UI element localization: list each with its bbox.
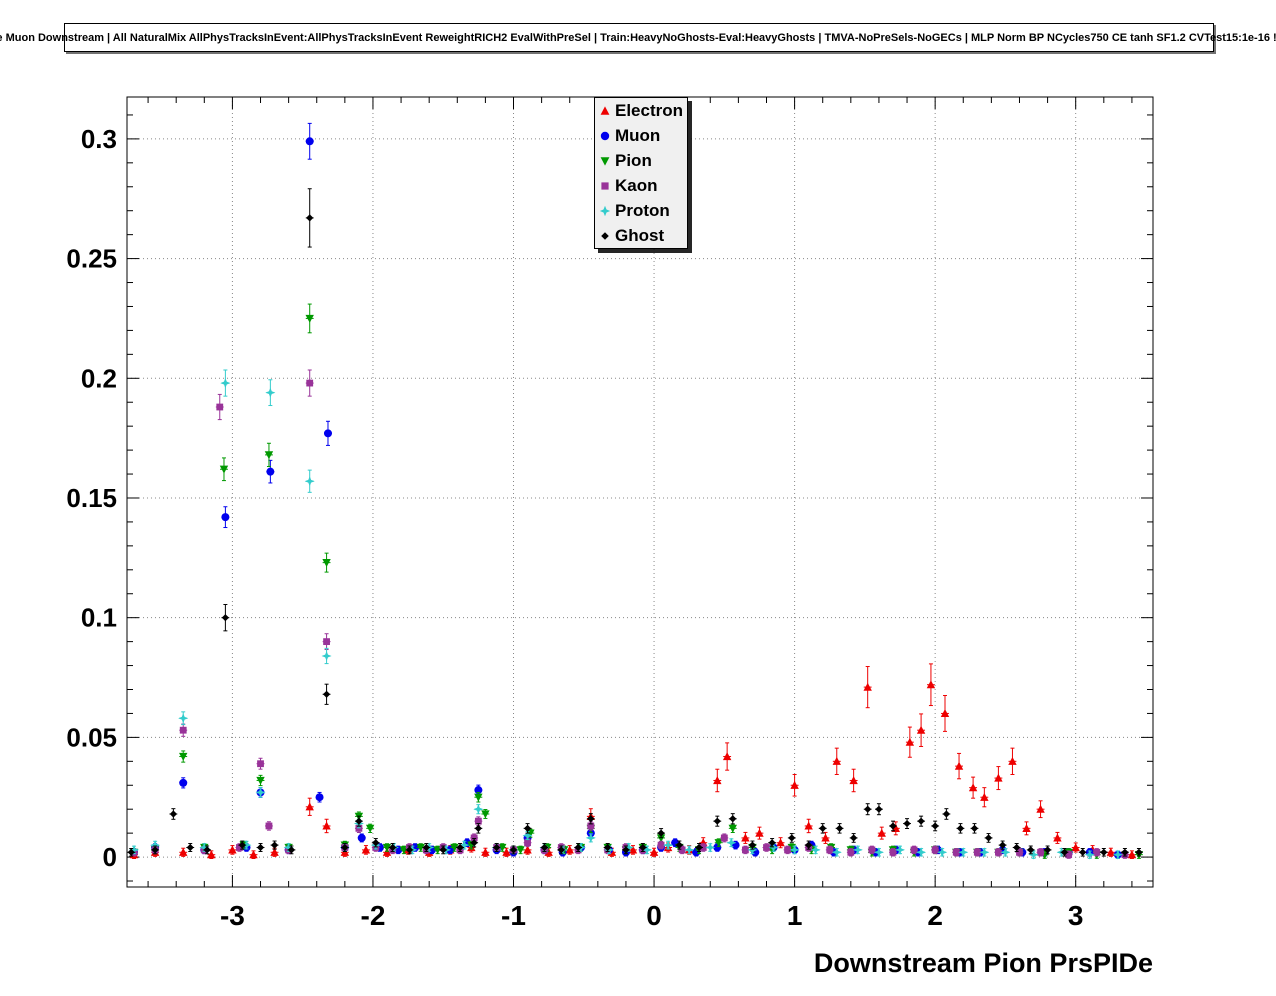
series-pion xyxy=(129,303,1144,860)
series-ghost xyxy=(127,188,1143,857)
legend-entry-proton: Proton xyxy=(595,198,687,223)
x-tick-label: -3 xyxy=(220,900,245,931)
x-tick-label: -1 xyxy=(501,900,526,931)
x-tick-label: 3 xyxy=(1068,900,1084,931)
kaon-marker-icon xyxy=(601,181,609,190)
pion-marker-icon xyxy=(600,156,610,166)
legend-entry-ghost: Ghost xyxy=(595,223,687,248)
legend-label: Proton xyxy=(615,201,670,220)
legend: Electron Muon Pion Kaon Proton Ghost xyxy=(594,97,688,249)
x-axis-title: Downstream Pion PrsPIDe xyxy=(814,948,1153,978)
x-tick-label: 0 xyxy=(646,900,662,931)
legend-entry-kaon: Kaon xyxy=(595,173,687,198)
plot-title: PrsPIDe Muon Downstream | All NaturalMix… xyxy=(0,23,1276,52)
y-tick-label: 0.1 xyxy=(81,603,117,633)
legend-entry-pion: Pion xyxy=(595,148,687,173)
legend-label: Electron xyxy=(615,101,684,120)
electron-marker-icon xyxy=(600,105,610,115)
x-tick-label: 2 xyxy=(927,900,943,931)
muon-marker-icon xyxy=(600,131,610,140)
series-kaon xyxy=(130,369,1129,859)
y-tick-label: 0.3 xyxy=(81,124,117,154)
proton-marker-icon xyxy=(599,205,611,216)
legend-label: Pion xyxy=(615,151,652,170)
legend-label: Kaon xyxy=(615,176,658,195)
y-tick-label: 0.05 xyxy=(66,722,117,752)
legend-entry-electron: Electron xyxy=(595,98,687,123)
series-electron xyxy=(129,663,1137,860)
x-tick-label: 1 xyxy=(787,900,803,931)
legend-entry-muon: Muon xyxy=(595,123,687,148)
legend-label: Muon xyxy=(615,126,661,145)
y-tick-label: 0 xyxy=(103,842,117,872)
y-tick-label: 0.2 xyxy=(81,363,117,393)
ghost-marker-icon xyxy=(601,231,609,240)
legend-label: Ghost xyxy=(615,226,665,245)
y-tick-label: 0.15 xyxy=(66,483,117,513)
x-tick-label: -2 xyxy=(361,900,386,931)
y-tick-label: 0.25 xyxy=(66,244,117,274)
